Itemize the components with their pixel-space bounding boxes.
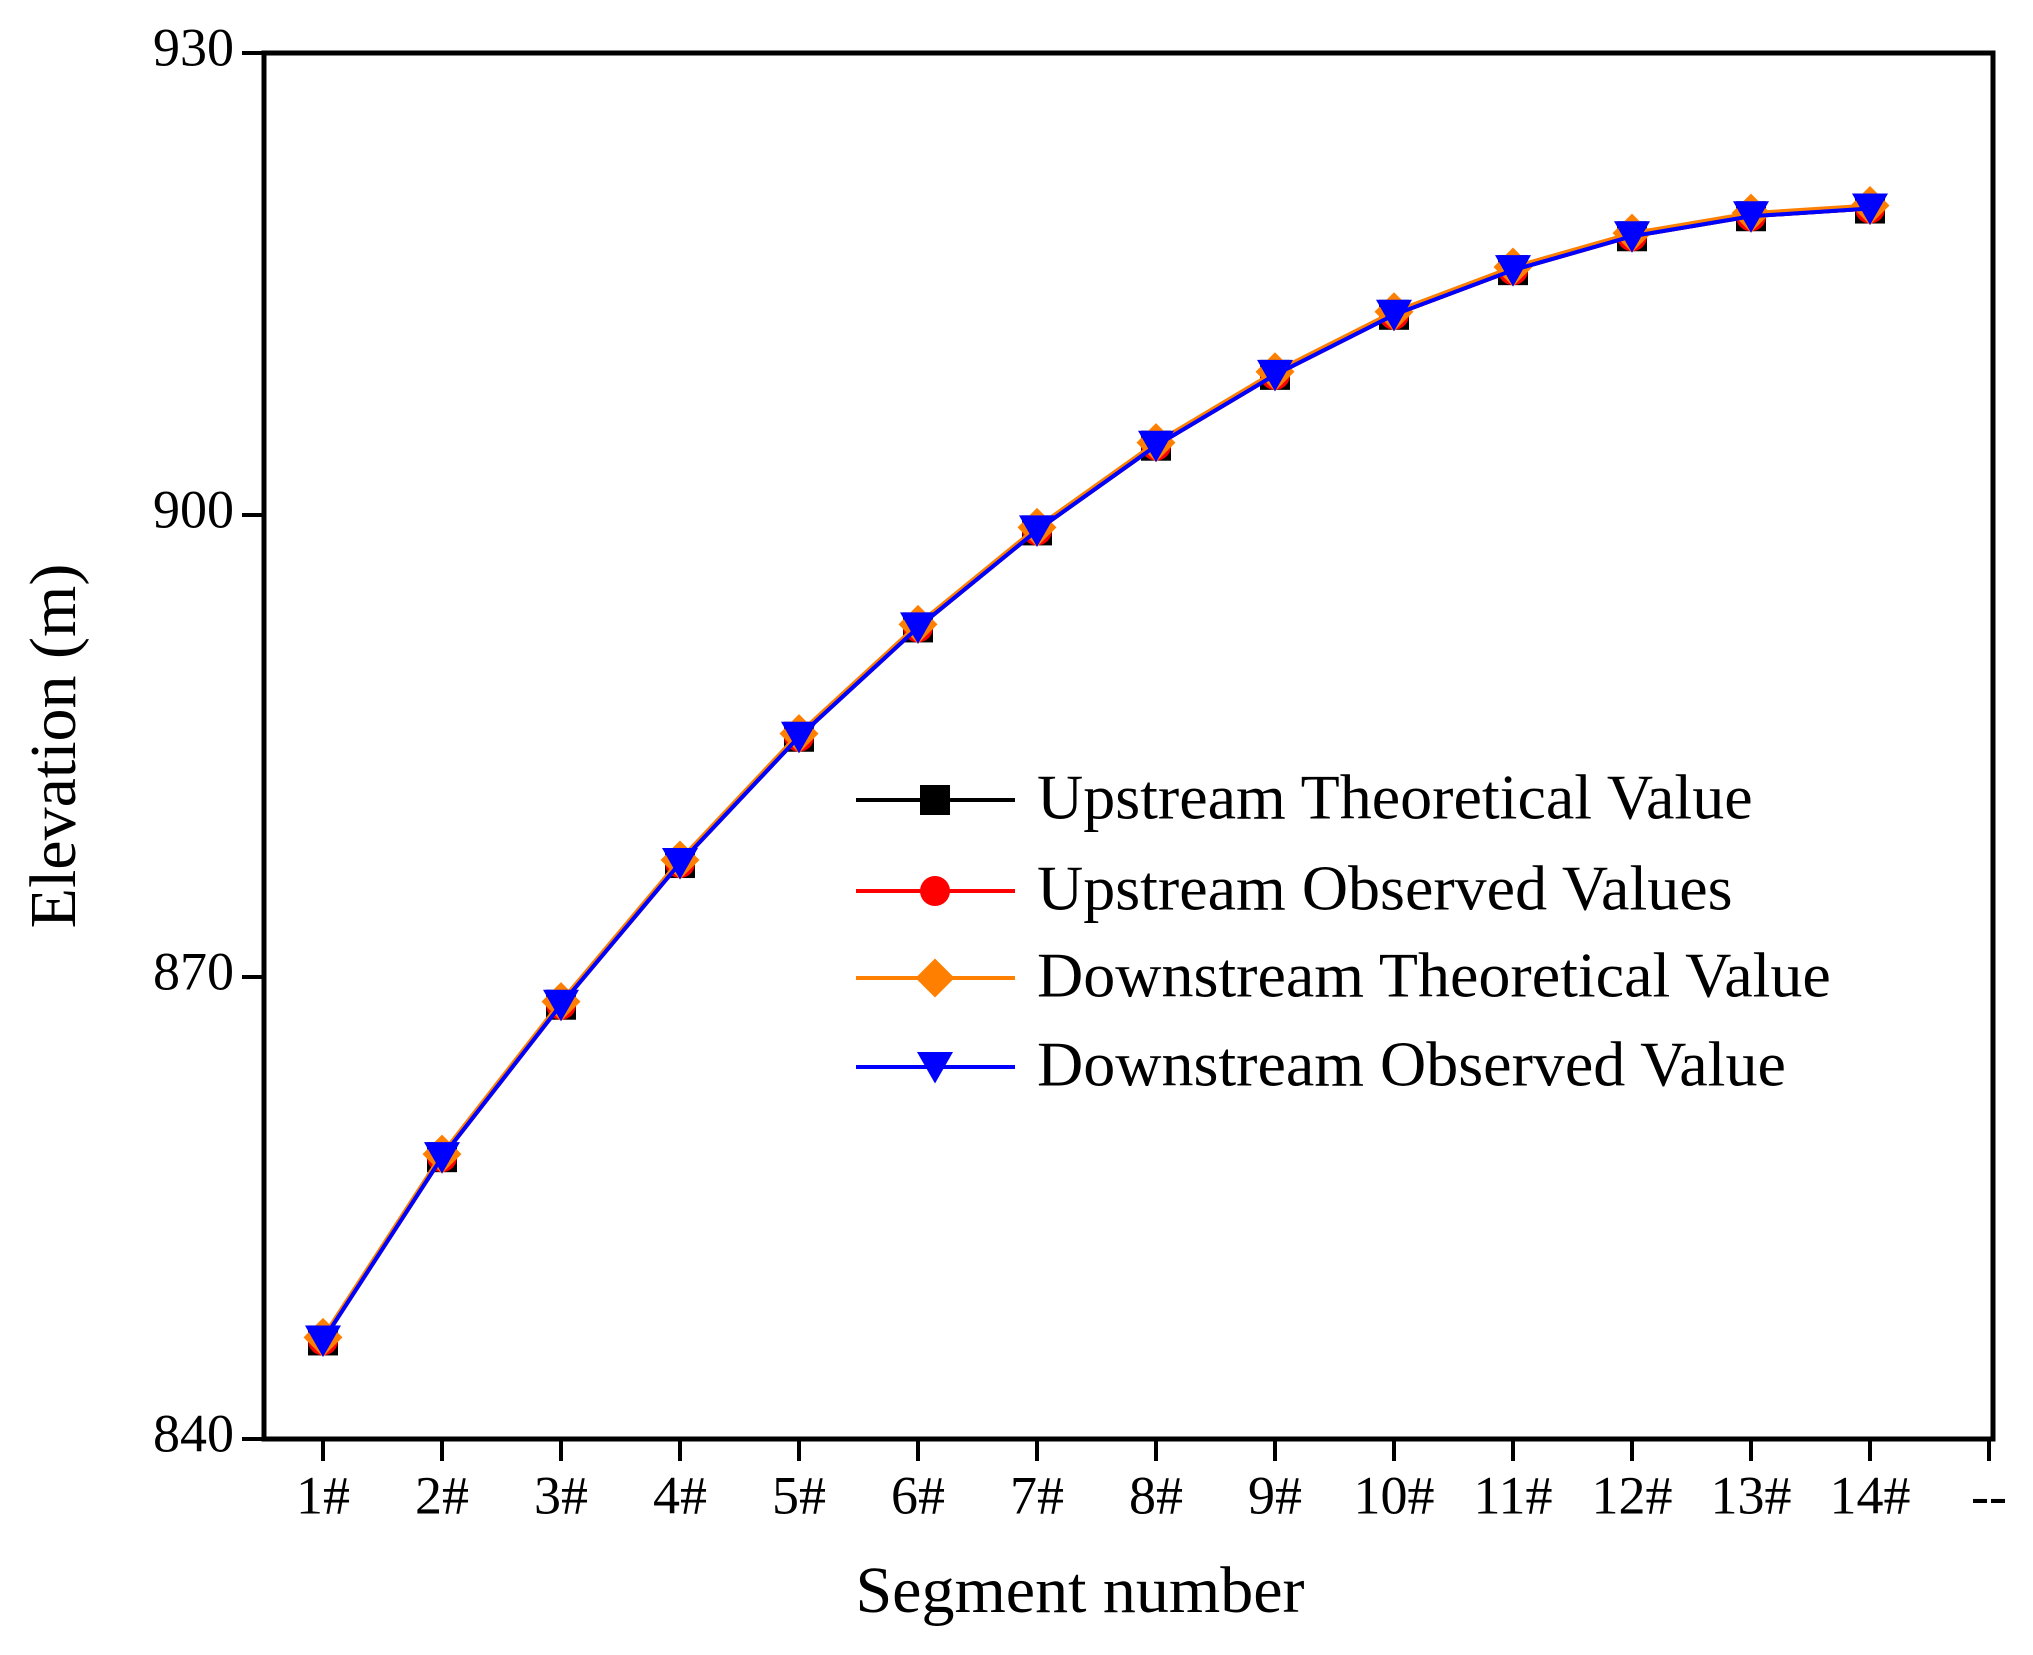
legend-label: Downstream Observed Value: [1037, 1029, 1786, 1100]
marker: [1376, 299, 1412, 332]
x-tick-label: 9#: [1248, 1465, 1302, 1525]
marker: [424, 1142, 460, 1174]
x-tick-label: 2#: [415, 1465, 469, 1525]
x-tick-label: 14#: [1830, 1465, 1911, 1525]
x-tick-label: 13#: [1711, 1465, 1792, 1525]
x-tick-label: 12#: [1592, 1465, 1673, 1525]
x-tick-label: 7#: [1010, 1465, 1064, 1525]
x-tick-label: 10#: [1354, 1465, 1435, 1525]
x-tick-label: 5#: [772, 1465, 826, 1525]
y-tick-label: 930: [153, 17, 234, 77]
marker: [1614, 221, 1650, 253]
x-axis-label: Segment number: [855, 1554, 1304, 1627]
marker: [1733, 201, 1769, 233]
marker: [915, 958, 955, 998]
x-tick-label: 6#: [891, 1465, 945, 1525]
marker: [781, 721, 817, 754]
x-tick-label: --: [1971, 1465, 2007, 1525]
marker: [1852, 193, 1888, 226]
marker: [543, 989, 579, 1022]
marker: [662, 848, 698, 880]
marker: [305, 1325, 341, 1357]
y-axis-label: Elevation (m): [17, 564, 90, 929]
marker: [920, 785, 950, 815]
x-tick-label: 11#: [1474, 1465, 1553, 1525]
legend-label: Upstream Observed Values: [1037, 853, 1733, 924]
marker: [1019, 515, 1055, 547]
series-line: [321, 206, 1871, 1342]
x-tick-label: 4#: [653, 1465, 707, 1525]
x-tick-label: 8#: [1129, 1465, 1183, 1525]
marker: [900, 612, 936, 644]
legend-label: Downstream Theoretical Value: [1037, 940, 1831, 1011]
x-tick-label: 1#: [296, 1465, 350, 1525]
marker: [920, 876, 950, 906]
marker: [1495, 255, 1531, 287]
marker: [1138, 430, 1174, 463]
plot-frame: [261, 50, 1996, 1442]
marker: [917, 1052, 953, 1084]
y-tick-label: 870: [153, 941, 234, 1001]
x-tick-label: 3#: [534, 1465, 588, 1525]
y-tick-label: 900: [153, 479, 234, 539]
legend-label: Upstream Theoretical Value: [1037, 762, 1753, 833]
marker: [1257, 359, 1293, 392]
y-tick-label: 840: [153, 1403, 234, 1463]
